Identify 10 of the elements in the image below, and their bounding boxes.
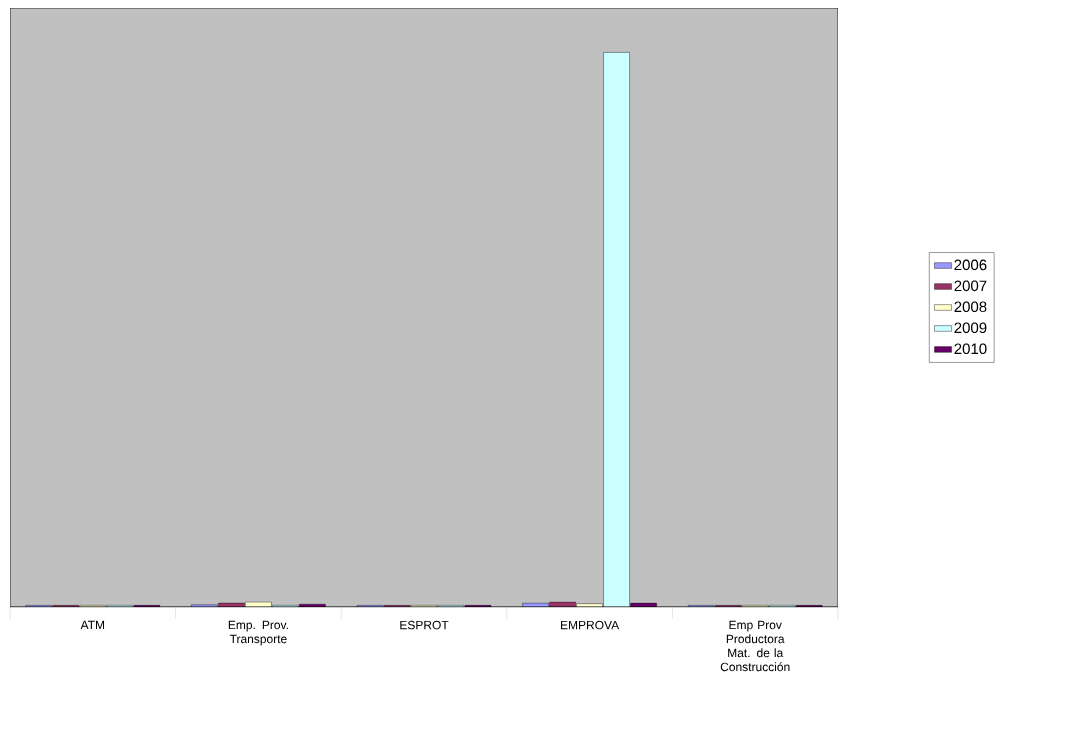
x-tick-label: EMPROVA: [561, 620, 620, 630]
x-tick-label: Emp. Prov. Transporte: [228, 620, 288, 646]
legend-label: 2010: [954, 343, 987, 355]
x-tick-label: ESPROT: [400, 620, 449, 630]
legend-label: 2006: [954, 259, 987, 271]
legend-label: 2007: [954, 280, 987, 292]
x-tick-label: Emp Prov Productora Mat. de la Construcción: [720, 620, 790, 672]
legend-label: 2008: [954, 301, 987, 313]
legend-label: 2009: [954, 322, 987, 334]
x-tick-label: ATM: [80, 620, 105, 630]
